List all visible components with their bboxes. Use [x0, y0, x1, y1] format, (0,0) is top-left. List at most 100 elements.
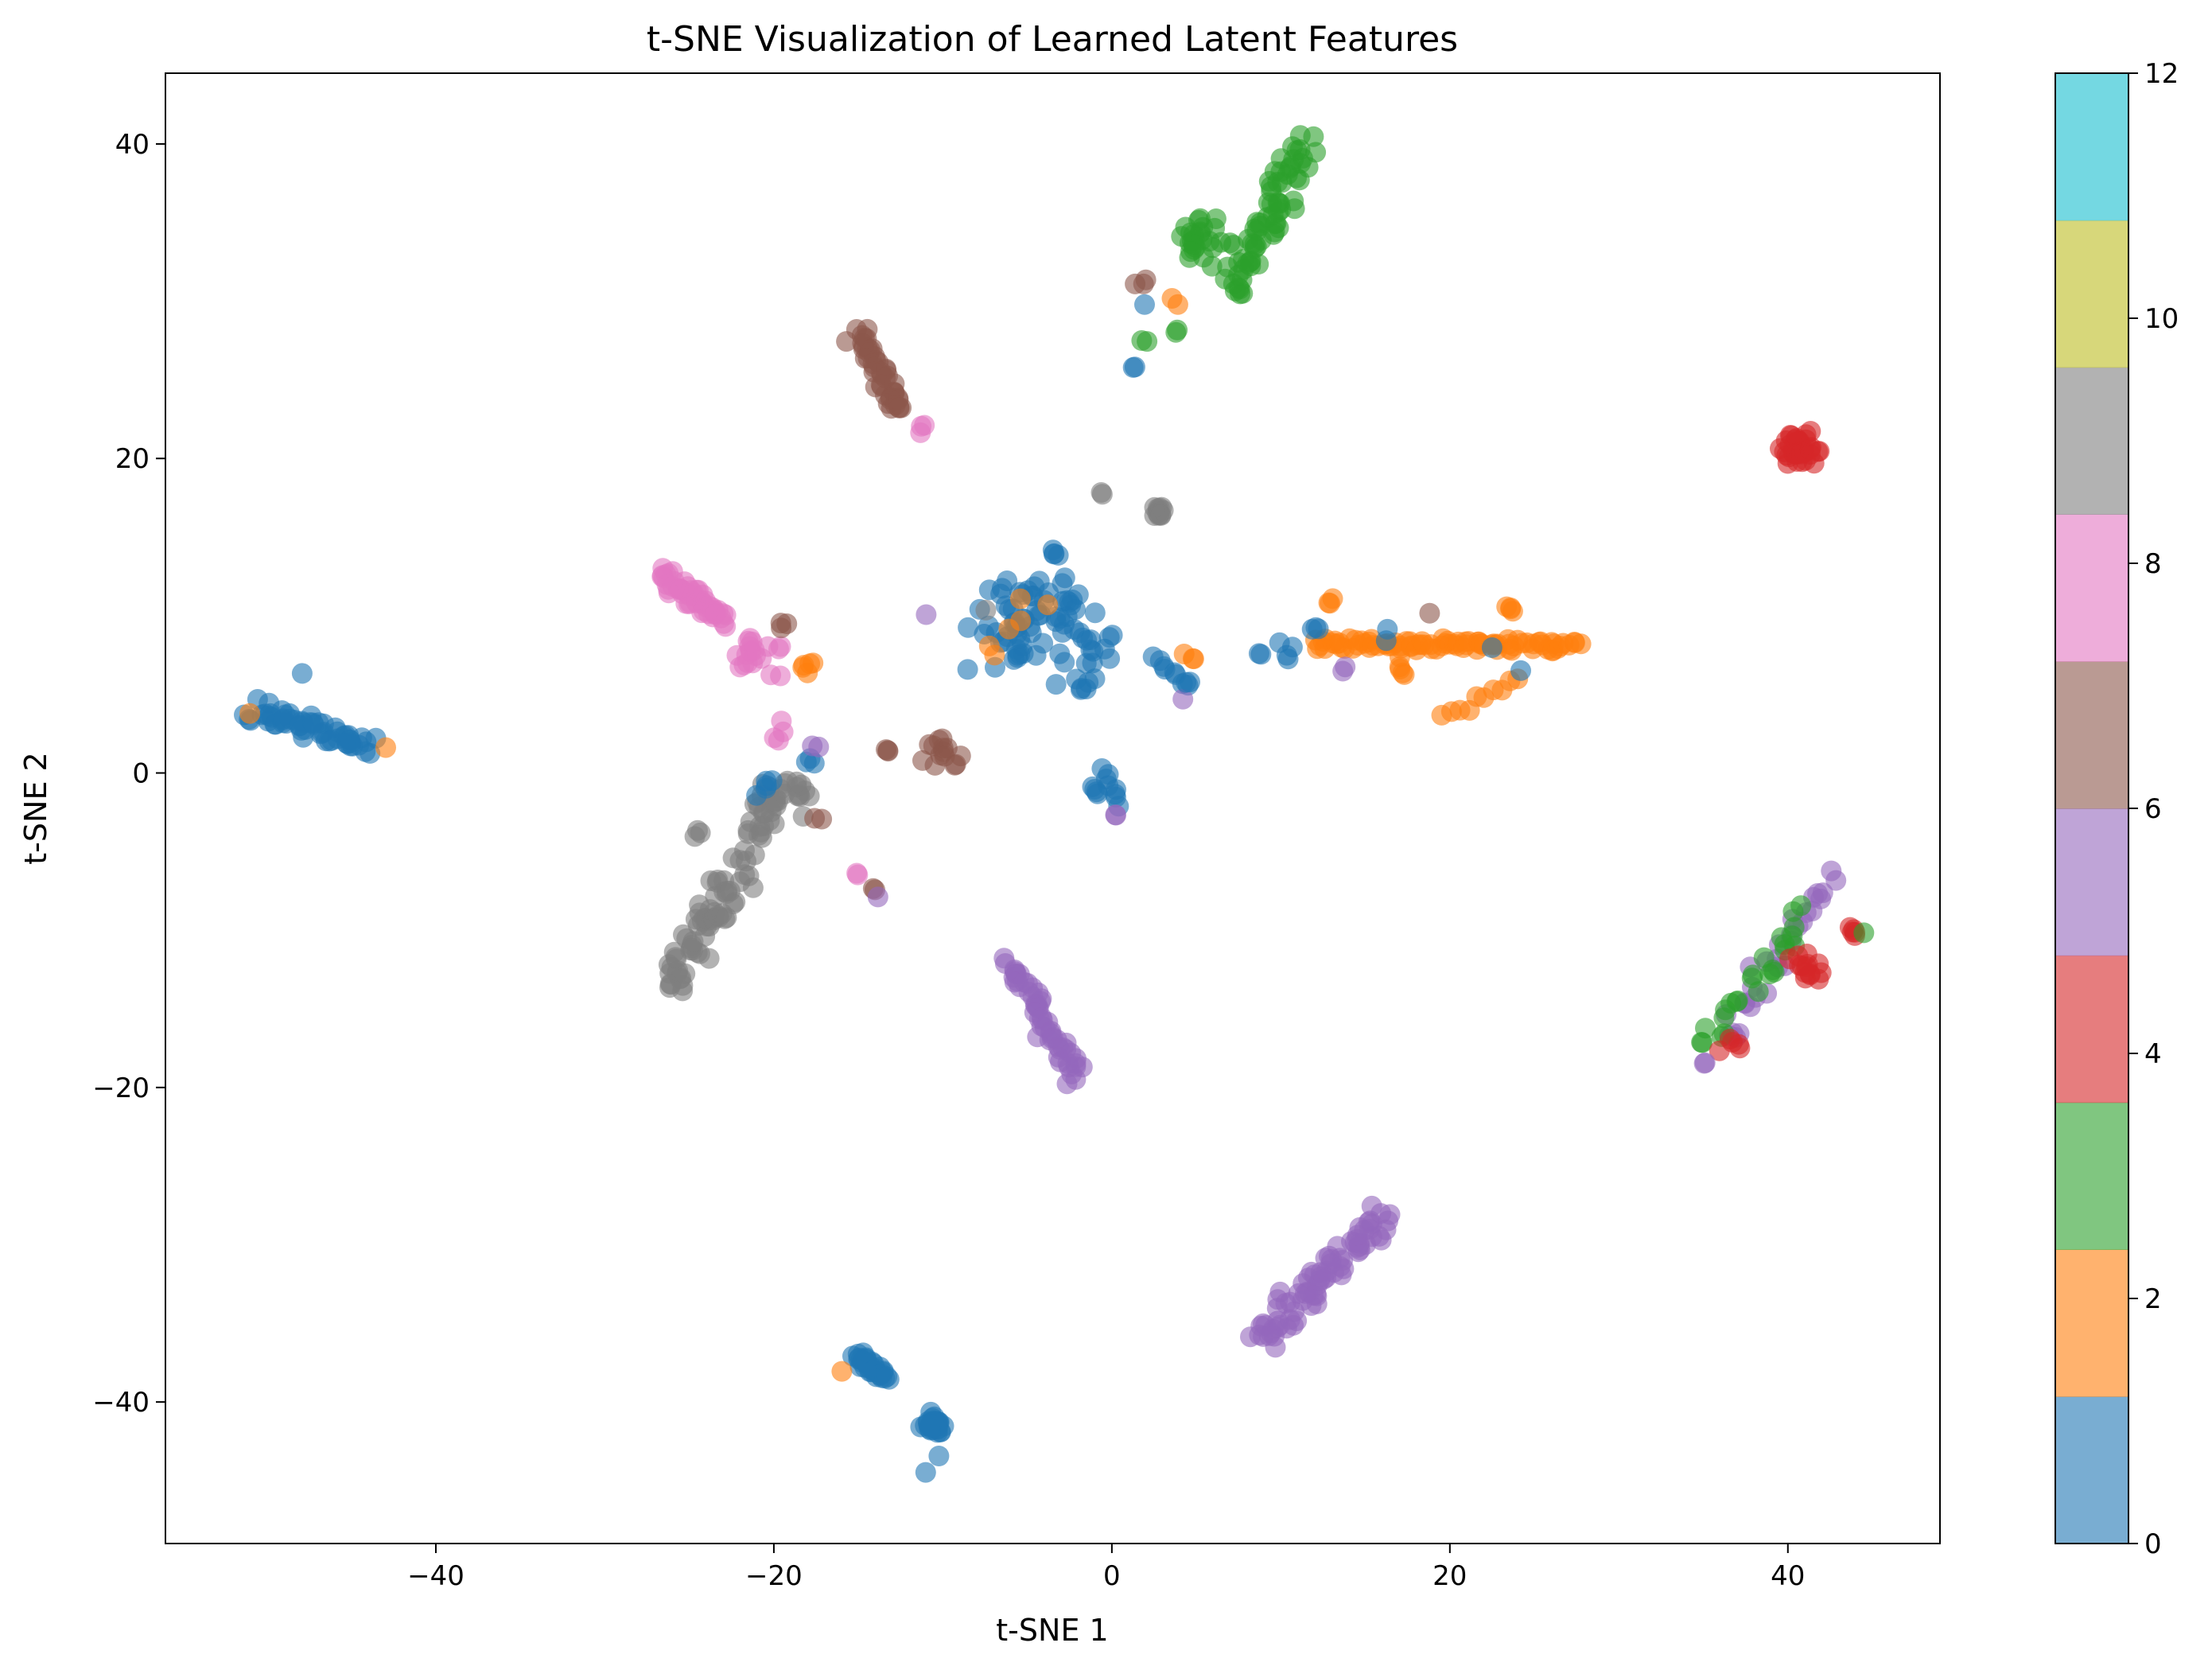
scatter-point: [958, 617, 979, 638]
scatter-point: [1205, 208, 1227, 229]
scatter-point: [682, 931, 704, 952]
scatter-point: [831, 1361, 853, 1382]
scatter-point: [1709, 1040, 1730, 1061]
scatter-point: [1268, 217, 1289, 239]
scatter-point: [957, 659, 978, 680]
scatter-point: [1049, 643, 1071, 664]
colorbar-segment: [2055, 1102, 2128, 1250]
scatter-point: [1500, 598, 1522, 618]
scatter-point: [919, 734, 940, 755]
scatter-point: [1106, 804, 1126, 826]
scatter-point: [1054, 567, 1075, 589]
scatter-point: [726, 644, 748, 666]
scatter-point: [291, 663, 313, 684]
scatter-point: [928, 1446, 950, 1466]
scatter-point: [1727, 990, 1748, 1011]
scatter-point: [1045, 674, 1067, 695]
scatter-point: [1303, 126, 1324, 147]
scatter-point: [1062, 590, 1083, 610]
colorbar-segment: [2055, 367, 2128, 515]
scatter-point: [1799, 964, 1821, 986]
x-tick-label: −40: [407, 1560, 465, 1592]
scatter-points: [234, 125, 1875, 1483]
colorbar-tick-label: 0: [2144, 1528, 2162, 1560]
scatter-point: [1134, 294, 1155, 315]
scatter-point: [1812, 882, 1833, 904]
scatter-point: [1389, 646, 1410, 668]
scatter-point: [1052, 621, 1073, 643]
scatter-point: [1086, 781, 1107, 803]
scatter-point: [715, 616, 737, 637]
scatter-point: [239, 703, 261, 724]
scatter-point: [360, 742, 381, 764]
x-tick-label: 40: [1771, 1560, 1805, 1592]
scatter-point: [1165, 321, 1187, 343]
scatter-point: [1037, 594, 1059, 616]
scatter-point: [916, 604, 937, 625]
scatter-point: [846, 862, 868, 884]
scatter-point: [760, 664, 782, 686]
scatter-point: [1083, 640, 1104, 662]
x-tick-label: 20: [1433, 1560, 1467, 1592]
scatter-point: [770, 636, 791, 657]
scatter-point: [1102, 625, 1123, 646]
scatter-point: [1091, 484, 1113, 505]
scatter-point: [1005, 638, 1027, 660]
y-tick-label: −20: [92, 1073, 150, 1104]
scatter-point: [1790, 895, 1812, 917]
scatter-point: [1149, 504, 1169, 526]
x-tick-label: −20: [745, 1560, 803, 1592]
plot-frame: [165, 72, 1941, 1544]
scatter-point: [1172, 688, 1194, 710]
scatter-point: [1125, 273, 1146, 294]
scatter-point: [1753, 947, 1775, 968]
scatter-point: [1024, 576, 1045, 598]
colorbar-tick-label: 12: [2144, 58, 2179, 90]
scatter-point: [1770, 438, 1790, 459]
x-axis: −40 −20 0 20 40: [407, 1544, 1805, 1592]
scatter-point: [1695, 1018, 1716, 1039]
scatter-point: [375, 737, 396, 758]
colorbar-tick-label: 6: [2144, 793, 2162, 825]
scatter-point: [1853, 922, 1875, 944]
scatter-point: [742, 652, 764, 674]
scatter-point: [1763, 961, 1785, 983]
scatter-point: [1821, 860, 1842, 882]
scatter-point: [1358, 1212, 1379, 1233]
scatter-point: [803, 652, 824, 674]
colorbar-tick-label: 8: [2144, 548, 2162, 580]
scatter-point: [910, 422, 931, 443]
scatter-point: [1332, 1250, 1354, 1271]
colorbar-segment: [2055, 1249, 2128, 1397]
scatter-point: [795, 751, 817, 773]
scatter-point: [1510, 660, 1531, 681]
scatter-point: [687, 819, 708, 841]
scatter-point: [1009, 588, 1031, 609]
scatter-point: [756, 775, 777, 796]
scatter-point: [1375, 630, 1397, 652]
y-axis-label: t-SNE 2: [18, 752, 53, 864]
scatter-point: [1741, 967, 1763, 989]
scatter-point: [1131, 330, 1153, 351]
scatter-point: [1786, 444, 1807, 465]
scatter-point: [1320, 593, 1340, 614]
scatter-point: [984, 644, 1005, 666]
scatter-point: [719, 881, 741, 901]
scatter-point: [689, 894, 710, 916]
scatter-point: [1183, 234, 1204, 255]
scatter-point: [1305, 142, 1327, 163]
x-axis-label: t-SNE 1: [996, 1613, 1108, 1648]
scatter-point: [1224, 280, 1246, 302]
scatter-point: [736, 851, 756, 872]
scatter-point: [1419, 602, 1440, 624]
scatter-point: [1379, 1204, 1401, 1225]
scatter-point: [992, 578, 1013, 599]
colorbar-segment: [2055, 514, 2128, 662]
scatter-point: [1070, 679, 1091, 700]
scatter-point: [1084, 668, 1106, 690]
x-tick-label: 0: [1103, 1560, 1121, 1592]
y-tick-label: 0: [132, 758, 150, 790]
scatter-point: [1289, 139, 1311, 160]
scatter-point: [888, 397, 910, 418]
